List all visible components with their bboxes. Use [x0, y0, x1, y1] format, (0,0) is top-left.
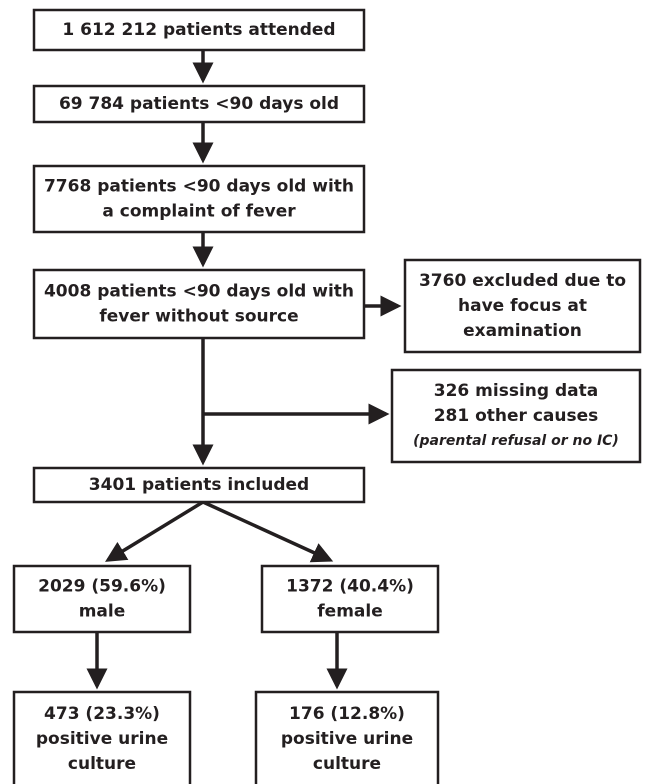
node-box: [32, 466, 366, 504]
node-text: 4008 patients <90 days old with: [44, 282, 354, 302]
node-text: fever without source: [99, 307, 298, 327]
node-text: culture: [313, 754, 381, 774]
node-text: 3401 patients included: [89, 475, 309, 495]
node-text: 2029 (59.6%): [38, 577, 166, 597]
node: 2029 (59.6%) male: [12, 564, 192, 634]
node-box: [32, 84, 366, 124]
node-text: 326 missing data: [434, 381, 598, 401]
node: 473 (23.3%) positive urine culture: [12, 690, 192, 784]
node: 326 missing data 281 other causes (parenta…: [390, 368, 642, 464]
node-box: [12, 564, 192, 634]
node-text: positive urine: [36, 729, 168, 749]
node-text: 1 612 212 patients attended: [62, 20, 335, 40]
node-text: 281 other causes: [434, 406, 599, 426]
node: 7768 patients <90 days old with a complai…: [32, 164, 366, 234]
node: 176 (12.8%) positive urine culture: [254, 690, 440, 784]
node-text: female: [317, 602, 382, 622]
node-box: [260, 564, 440, 634]
node: 69 784 patients <90 days old: [32, 84, 366, 124]
connectors: [86, 50, 402, 690]
node-text: male: [79, 602, 126, 622]
node-box: [32, 268, 366, 340]
node-text: culture: [68, 754, 136, 774]
node: 4008 patients <90 days old with fever wit…: [32, 268, 366, 340]
arrow: [105, 500, 204, 562]
node-text: 7768 patients <90 days old with: [44, 177, 354, 197]
boxes: 1 612 212 patients attended 69 784 patien…: [12, 8, 642, 784]
node: 3760 excluded due to have focus at examina…: [403, 258, 642, 354]
node-text: 176 (12.8%): [289, 704, 405, 724]
arrow: [202, 500, 334, 563]
node: 3401 patients included: [32, 466, 366, 504]
node-text: 69 784 patients <90 days old: [59, 94, 339, 114]
node-box: [254, 690, 440, 784]
node-text: 3760 excluded due to: [419, 271, 626, 291]
node-box: [32, 164, 366, 234]
node-text: 473 (23.3%): [44, 704, 160, 724]
node-text: examination: [463, 321, 582, 341]
node-note: (parental refusal or no IC): [413, 433, 619, 449]
node-text: 1372 (40.4%): [286, 577, 414, 597]
node-text: positive urine: [281, 729, 413, 749]
node: 1 612 212 patients attended: [32, 8, 366, 52]
node-box: [390, 368, 642, 464]
node-box: [12, 690, 192, 784]
node-box: [403, 258, 642, 354]
node-box: [32, 8, 366, 52]
node: 1372 (40.4%) female: [260, 564, 440, 634]
node-text: have focus at: [458, 296, 587, 316]
node-text: a complaint of fever: [102, 202, 296, 222]
